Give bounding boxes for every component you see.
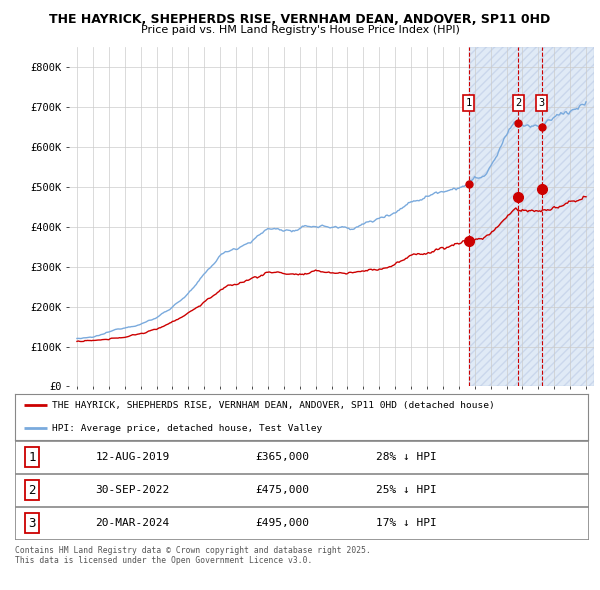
Text: Contains HM Land Registry data © Crown copyright and database right 2025.
This d: Contains HM Land Registry data © Crown c…: [15, 546, 371, 565]
Text: 12-AUG-2019: 12-AUG-2019: [95, 453, 169, 462]
Text: 1: 1: [466, 98, 472, 108]
Bar: [469, 47, 594, 386]
Text: 2: 2: [28, 484, 36, 497]
Text: £475,000: £475,000: [256, 486, 310, 495]
Bar: [469, 47, 594, 386]
Text: 1: 1: [28, 451, 36, 464]
Text: HPI: Average price, detached house, Test Valley: HPI: Average price, detached house, Test…: [52, 424, 322, 432]
Text: THE HAYRICK, SHEPHERDS RISE, VERNHAM DEAN, ANDOVER, SP11 0HD (detached house): THE HAYRICK, SHEPHERDS RISE, VERNHAM DEA…: [52, 401, 495, 409]
Text: 3: 3: [28, 517, 36, 530]
Text: Price paid vs. HM Land Registry's House Price Index (HPI): Price paid vs. HM Land Registry's House …: [140, 25, 460, 35]
Text: 17% ↓ HPI: 17% ↓ HPI: [376, 519, 437, 528]
Text: THE HAYRICK, SHEPHERDS RISE, VERNHAM DEAN, ANDOVER, SP11 0HD: THE HAYRICK, SHEPHERDS RISE, VERNHAM DEA…: [49, 13, 551, 26]
Text: £495,000: £495,000: [256, 519, 310, 528]
Text: 2: 2: [515, 98, 521, 108]
Text: 3: 3: [539, 98, 545, 108]
Text: 20-MAR-2024: 20-MAR-2024: [95, 519, 169, 528]
Text: £365,000: £365,000: [256, 453, 310, 462]
Text: 30-SEP-2022: 30-SEP-2022: [95, 486, 169, 495]
Text: 25% ↓ HPI: 25% ↓ HPI: [376, 486, 437, 495]
Text: 28% ↓ HPI: 28% ↓ HPI: [376, 453, 437, 462]
